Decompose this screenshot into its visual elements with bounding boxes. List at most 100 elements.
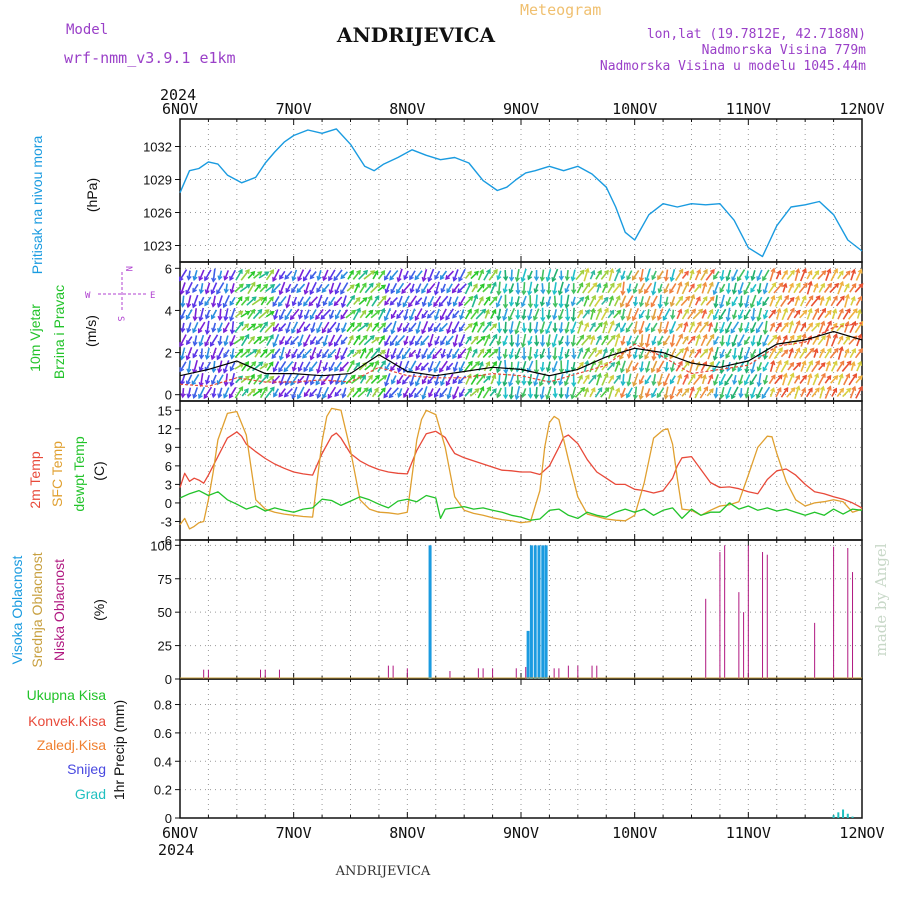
wind-arrow bbox=[720, 269, 725, 281]
wind-arrow-head bbox=[579, 334, 585, 340]
wind-arrow-head bbox=[486, 283, 492, 289]
wind-arrow-head bbox=[783, 322, 789, 328]
wind-arrow bbox=[553, 309, 558, 320]
wind-arrow bbox=[738, 374, 744, 385]
wind-arrow bbox=[645, 360, 651, 372]
wind-arrow bbox=[813, 348, 818, 358]
wind-arrow bbox=[452, 348, 460, 359]
wind-arrow-head bbox=[491, 388, 497, 394]
wind-arrow-head bbox=[316, 328, 321, 334]
wind-arrow-head bbox=[515, 342, 521, 348]
wind-arrow bbox=[817, 270, 827, 280]
wind-arrow bbox=[420, 362, 429, 371]
wind-arrow bbox=[835, 295, 845, 307]
wind-arrow-head bbox=[552, 380, 558, 386]
wind-arrow-head bbox=[269, 269, 275, 275]
wind-arrow bbox=[627, 283, 632, 293]
wind-arrow-head bbox=[558, 380, 564, 387]
cloud-bar bbox=[814, 622, 816, 679]
wind-arrow-head bbox=[328, 379, 335, 386]
wind-arrow bbox=[626, 270, 633, 280]
wind-arrow-head bbox=[328, 341, 334, 347]
wind-arrow-head bbox=[815, 322, 821, 328]
wind-arrow bbox=[680, 361, 690, 372]
wind-arrow bbox=[842, 335, 851, 345]
wind-arrow-head bbox=[390, 288, 396, 295]
wind-arrow-head bbox=[552, 290, 558, 296]
wind-arrow-head bbox=[467, 346, 472, 352]
station-title: ANDRIJEVICA bbox=[336, 23, 496, 47]
wind-arrow-head bbox=[545, 329, 550, 335]
wind-arrow-head bbox=[408, 327, 414, 333]
wind-arrow bbox=[433, 387, 441, 398]
wind-arrow bbox=[625, 322, 634, 333]
wind-arrow bbox=[664, 296, 669, 306]
temp-unit: (C) bbox=[91, 461, 107, 480]
wind-arrow-head bbox=[297, 366, 303, 373]
wind-arrow bbox=[240, 269, 250, 281]
wind-arrow bbox=[385, 348, 390, 359]
wind-arrow bbox=[254, 284, 261, 293]
cloud-bar bbox=[705, 598, 707, 679]
wind-arrow bbox=[683, 322, 688, 333]
wind-arrow bbox=[397, 268, 403, 282]
wind-arrow bbox=[346, 349, 355, 358]
wind-arrow bbox=[757, 361, 763, 371]
ytick-label: 0.4 bbox=[154, 754, 172, 769]
wind-arrow-head bbox=[632, 381, 638, 387]
wind-arrow bbox=[516, 361, 520, 372]
wind-arrow bbox=[528, 308, 533, 320]
wind-arrow-head bbox=[508, 329, 514, 335]
wind-arrow-head bbox=[620, 393, 626, 399]
wind-arrow bbox=[410, 283, 415, 293]
wind-arrow-head bbox=[790, 269, 795, 275]
wind-arrow-head bbox=[603, 372, 609, 378]
wind-arrow bbox=[633, 348, 638, 359]
wind-arrow-head bbox=[414, 381, 420, 387]
bottom-day-labels: 6NOV 7NOV 8NOV 9NOV 10NOV 11NOV 12NOV bbox=[162, 824, 885, 842]
wind-arrow-head bbox=[770, 322, 776, 328]
wind-arrow bbox=[627, 373, 632, 386]
wind-arrow-head bbox=[508, 301, 515, 307]
wind-arrow bbox=[632, 307, 640, 321]
ytick-label: 0.6 bbox=[154, 726, 172, 741]
wind-arrow-head bbox=[421, 329, 426, 335]
year-label-bottom: 2024 bbox=[158, 841, 194, 859]
wind-arrow-head bbox=[296, 394, 302, 400]
wind-arrow bbox=[739, 295, 743, 307]
wind-arrow bbox=[340, 374, 348, 385]
wind-arrow bbox=[601, 362, 609, 371]
wind-arrow-head bbox=[578, 347, 584, 353]
wind-arrow bbox=[359, 375, 366, 384]
wind-arrow-head bbox=[807, 372, 813, 379]
wind-arrow bbox=[308, 296, 318, 307]
wind-arrow-head bbox=[380, 387, 386, 393]
wind-arrow bbox=[327, 321, 337, 333]
wind-arrow bbox=[422, 386, 428, 400]
wind-arrow bbox=[553, 295, 557, 307]
wind-arrow bbox=[234, 348, 244, 359]
wind-arrow-head bbox=[223, 393, 228, 399]
ytick-label: 25 bbox=[158, 639, 172, 654]
wind-arrow-head bbox=[662, 315, 668, 322]
wind-arrow-head bbox=[851, 385, 857, 392]
wind-arrow bbox=[620, 295, 627, 308]
wind-arrow-head bbox=[833, 374, 839, 380]
wind-arrow bbox=[229, 334, 236, 346]
wind-arrow bbox=[595, 335, 602, 346]
wind-arrow bbox=[297, 269, 305, 281]
wind-arrow bbox=[251, 296, 264, 306]
wind-arrow bbox=[651, 360, 658, 373]
wind-arrow bbox=[401, 282, 412, 294]
wind-arrow bbox=[404, 335, 409, 345]
wind-arrow bbox=[291, 386, 298, 399]
wind-arrow bbox=[621, 270, 626, 280]
wind-arrow-head bbox=[291, 288, 296, 294]
wind-arrow bbox=[439, 387, 448, 398]
wind-arrow bbox=[372, 270, 379, 280]
wind-arrow-head bbox=[651, 355, 657, 362]
wind-arrow-head bbox=[394, 341, 400, 347]
wind-arrow-head bbox=[615, 360, 621, 366]
wind-arrow bbox=[273, 309, 279, 320]
wind-arrow bbox=[180, 309, 186, 320]
